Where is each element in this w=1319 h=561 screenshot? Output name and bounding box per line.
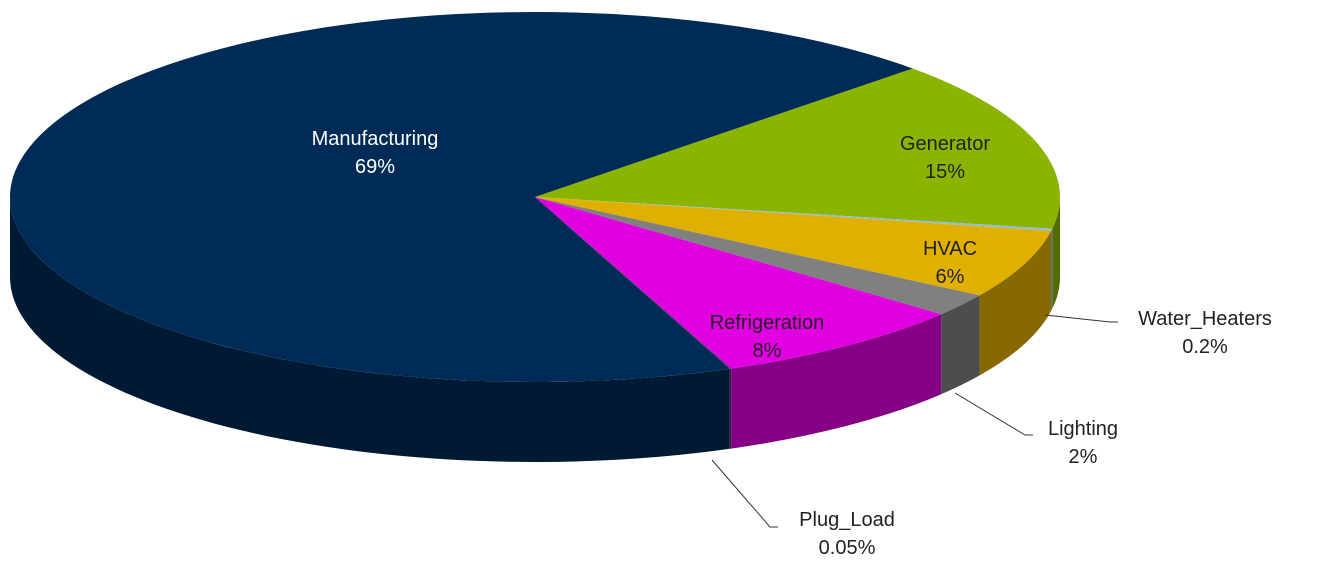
slice-label: Manufacturing	[312, 128, 439, 150]
slice	[535, 197, 942, 369]
slice-value-label: 0.05%	[819, 537, 876, 559]
slice-label: Lighting	[1048, 418, 1118, 440]
leader-line	[711, 459, 778, 528]
slice-value-label: 69%	[355, 156, 395, 178]
slice	[535, 197, 980, 315]
slice-side	[729, 368, 732, 449]
slice-side	[731, 314, 942, 449]
slice-value-label: 0.2%	[1182, 336, 1228, 358]
slice-value-label: 6%	[936, 266, 965, 288]
slice-label: Plug_Load	[799, 509, 895, 531]
slice-side	[979, 230, 1052, 376]
slice-value-label: 8%	[753, 340, 782, 362]
slice-label: Water_Heaters	[1138, 308, 1272, 330]
slice	[535, 68, 1060, 229]
leader-line	[1044, 314, 1118, 323]
slice	[535, 197, 1052, 296]
slice-side	[10, 197, 730, 462]
slice-value-label: 2%	[1069, 446, 1098, 468]
slice	[535, 197, 1053, 231]
slice-side	[1052, 197, 1060, 309]
slice	[9, 11, 913, 382]
slice-value-label: 15%	[925, 161, 965, 183]
slice-label: Generator	[900, 133, 990, 155]
slice	[535, 197, 732, 369]
slice-side	[941, 295, 980, 395]
slice-side	[1051, 228, 1053, 311]
slice-label: Refrigeration	[710, 312, 825, 334]
slice-label: HVAC	[923, 238, 977, 260]
leader-line	[954, 392, 1033, 436]
